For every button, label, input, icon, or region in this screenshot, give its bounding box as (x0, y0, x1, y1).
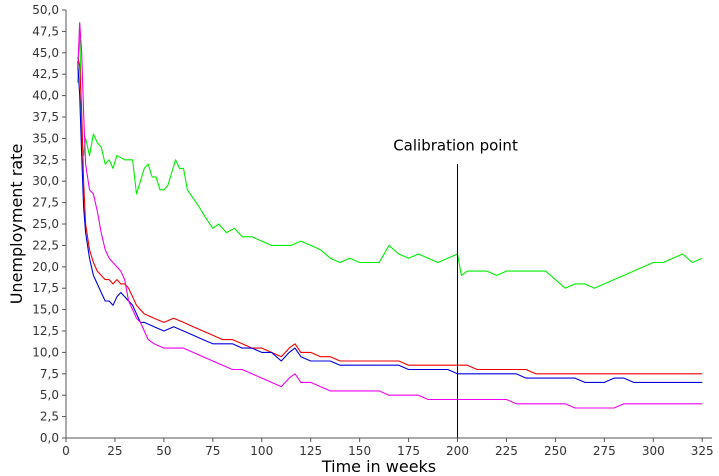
x-tick-label: 225 (495, 444, 518, 458)
x-tick-label: 50 (156, 444, 171, 458)
y-tick-label: 20,0 (32, 260, 59, 274)
y-tick-label: 37,5 (32, 110, 59, 124)
y-tick-label: 5,0 (40, 388, 59, 402)
x-tick-label: 150 (348, 444, 371, 458)
x-tick-label: 125 (299, 444, 322, 458)
y-tick-label: 15,0 (32, 303, 59, 317)
y-tick-label: 2,5 (40, 410, 59, 424)
y-tick-label: 12,5 (32, 324, 59, 338)
y-tick-label: 25,0 (32, 217, 59, 231)
y-tick-label: 27,5 (32, 196, 59, 210)
series-line-1 (77, 22, 703, 289)
x-tick-label: 0 (62, 444, 70, 458)
series-layer (77, 22, 703, 409)
x-tick-label: 100 (250, 444, 273, 458)
y-tick-label: 42,5 (32, 67, 59, 81)
x-tick-label: 275 (593, 444, 616, 458)
y-tick-label: 45,0 (32, 46, 59, 60)
y-ticks: 0,0 2,5 5,0 7,5 10,0 12,5 15,0 17,5 20,0 22,5 25,0… (32, 3, 66, 445)
x-tick-label: 75 (205, 444, 220, 458)
series-line-3 (77, 61, 703, 383)
x-ticks: 0 25 50 75 100 125 150 175 200 225 250 275 300 325 (62, 438, 714, 458)
y-tick-label: 10,0 (32, 345, 59, 359)
x-tick-label: 325 (691, 444, 714, 458)
y-tick-label: 0,0 (40, 431, 59, 445)
x-tick-label: 200 (446, 444, 469, 458)
y-tick-label: 7,5 (40, 367, 59, 381)
series-line-4 (77, 22, 703, 409)
calibration-label: Calibration point (393, 136, 518, 154)
x-tick-label: 300 (642, 444, 665, 458)
series-line-2 (77, 56, 703, 375)
x-tick-label: 25 (107, 444, 122, 458)
x-axis-title: Time in weeks (321, 457, 436, 476)
y-tick-label: 50,0 (32, 3, 59, 17)
x-tick-label: 250 (544, 444, 567, 458)
y-axis-title: Unemployment rate (7, 144, 26, 305)
y-tick-label: 17,5 (32, 281, 59, 295)
y-tick-label: 40,0 (32, 89, 59, 103)
y-tick-label: 35,0 (32, 131, 59, 145)
y-tick-label: 47,5 (32, 24, 59, 38)
y-tick-label: 30,0 (32, 174, 59, 188)
x-tick-label: 175 (397, 444, 420, 458)
y-tick-label: 32,5 (32, 153, 59, 167)
y-tick-label: 22,5 (32, 238, 59, 252)
